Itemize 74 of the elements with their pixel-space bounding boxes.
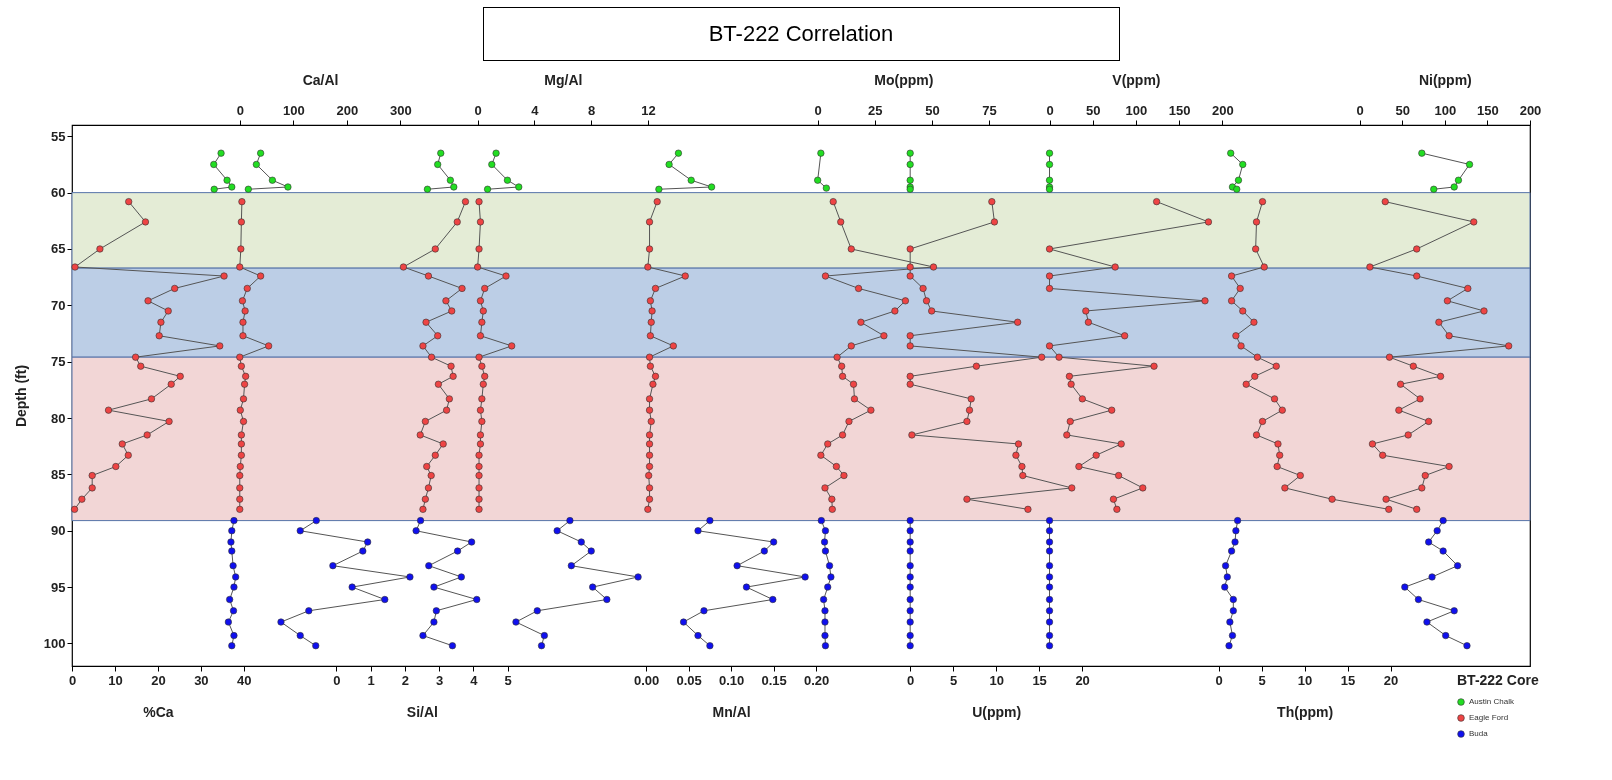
x2-tick-label: 200 xyxy=(1211,102,1234,118)
x-tick-label: 10 xyxy=(1297,672,1313,688)
x-axis-title: U(ppm) xyxy=(972,703,1022,720)
y-tick-label: 100 xyxy=(43,635,66,651)
x-tick-label: 10 xyxy=(989,672,1004,688)
x-tick-label: 15 xyxy=(1032,672,1047,688)
x2-tick-label: 200 xyxy=(336,102,359,118)
x-tick-label: 0.20 xyxy=(804,672,830,688)
x2-tick-label: 75 xyxy=(982,102,997,118)
x-tick-label: 0 xyxy=(68,672,77,688)
y-tick-label: 60 xyxy=(51,185,66,201)
x2-tick-label: 0 xyxy=(474,102,482,118)
x2-axis-title: Mg/Al xyxy=(544,71,583,88)
chart-title: BT-222 Correlation xyxy=(708,21,894,46)
legend-label: Austin Chalk xyxy=(1469,697,1515,706)
x-tick-label: 2 xyxy=(401,672,409,688)
x-tick-label: 20 xyxy=(151,672,166,688)
x-tick-label: 15 xyxy=(1340,672,1356,688)
y-axis-title: Depth (ft) xyxy=(12,364,29,428)
x2-tick-label: 50 xyxy=(1085,102,1101,118)
x2-tick-label: 25 xyxy=(868,102,883,118)
x-axis-title: Mn/Al xyxy=(712,703,751,720)
x-tick-label: 3 xyxy=(435,672,444,688)
x-tick-label: 0 xyxy=(1215,672,1223,688)
x-tick-label: 10 xyxy=(108,672,123,688)
y-tick-label: 85 xyxy=(51,466,66,482)
x-tick-label: 0 xyxy=(907,672,915,688)
x2-tick-label: 100 xyxy=(282,102,305,118)
x2-tick-label: 150 xyxy=(1168,102,1191,118)
y-tick-label: 75 xyxy=(51,354,66,370)
y-tick-label: 80 xyxy=(51,410,66,426)
x-tick-label: 5 xyxy=(1258,672,1266,688)
x2-tick-label: 0 xyxy=(1046,102,1054,118)
x-axis-title: %Ca xyxy=(143,703,174,720)
x-axis-title: Th(ppm) xyxy=(1277,703,1334,720)
x2-axis-title: V(ppm) xyxy=(1112,71,1161,88)
legend-title: BT-222 Core xyxy=(1457,672,1539,688)
legend-label: Eagle Ford xyxy=(1469,713,1509,722)
x-tick-label: 0.05 xyxy=(676,672,702,688)
y-tick-label: 65 xyxy=(51,241,66,257)
x2-tick-label: 100 xyxy=(1125,102,1148,118)
x-tick-label: 0.00 xyxy=(633,672,660,688)
x-tick-label: 20 xyxy=(1075,672,1090,688)
x2-tick-label: 0 xyxy=(1356,102,1364,118)
x-tick-label: 0.15 xyxy=(761,672,787,688)
x2-axis-title: Ca/Al xyxy=(302,71,339,88)
y-tick-label: 90 xyxy=(51,523,66,539)
x2-tick-label: 0 xyxy=(814,102,822,118)
x2-tick-label: 12 xyxy=(641,102,656,118)
x2-tick-label: 0 xyxy=(236,102,244,118)
x2-axis-title: Ni(ppm) xyxy=(1418,71,1472,88)
x-tick-label: 0 xyxy=(333,672,341,688)
x2-tick-label: 50 xyxy=(925,102,940,118)
x-tick-label: 30 xyxy=(194,672,209,688)
x-tick-label: 40 xyxy=(237,672,252,688)
x2-tick-label: 8 xyxy=(588,102,596,118)
x-tick-label: 1 xyxy=(367,672,375,688)
y-tick-label: 95 xyxy=(51,579,66,595)
y-tick-label: 55 xyxy=(51,128,66,144)
y-tick-label: 70 xyxy=(51,297,66,313)
x-tick-label: 4 xyxy=(470,672,479,688)
x-tick-label: 0.10 xyxy=(719,672,745,688)
x2-tick-label: 50 xyxy=(1395,102,1410,118)
x2-tick-label: 200 xyxy=(1519,102,1542,118)
x2-tick-label: 300 xyxy=(389,102,412,118)
x-tick-label: 5 xyxy=(504,672,512,688)
x2-tick-label: 4 xyxy=(531,102,540,118)
x2-tick-label: 150 xyxy=(1477,102,1499,118)
x-axis-title: Si/Al xyxy=(406,703,438,720)
x-tick-label: 20 xyxy=(1383,672,1399,688)
x2-axis-title: Mo(ppm) xyxy=(874,71,934,88)
legend-label: Buda xyxy=(1469,729,1489,738)
x-tick-label: 5 xyxy=(950,672,958,688)
x2-tick-label: 100 xyxy=(1434,102,1457,118)
